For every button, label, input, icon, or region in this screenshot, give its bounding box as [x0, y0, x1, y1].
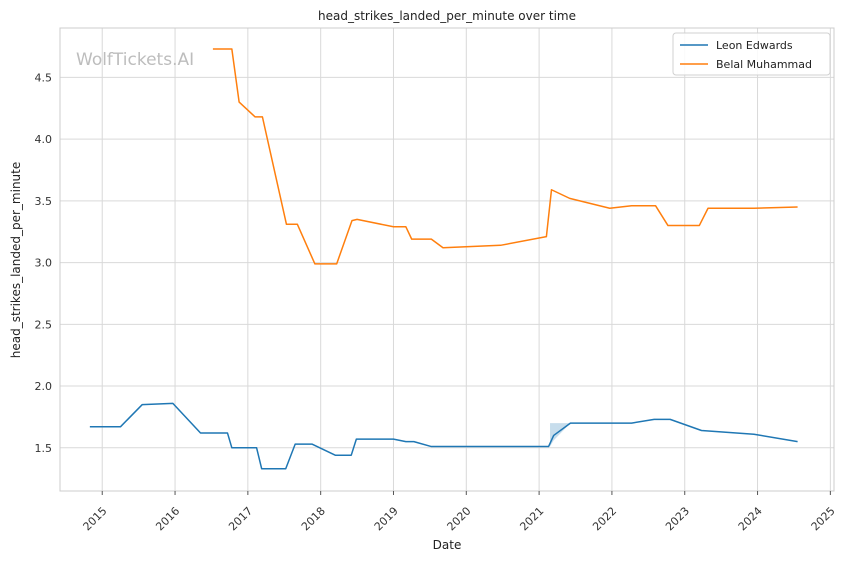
- y-axis-ticks: 1.5 2.0 2.5 3.0 3.5 4.0 4.5: [35, 71, 53, 454]
- plot-frame: [59, 27, 835, 492]
- legend-label-leon-edwards: Leon Edwards: [716, 39, 793, 52]
- y-tick-label-3-0: 3.0: [35, 257, 53, 270]
- legend: Leon Edwards Belal Muhammad: [672, 32, 831, 76]
- legend-label-belal-muhammad: Belal Muhammad: [716, 58, 812, 71]
- y-tick-label-2-5: 2.5: [35, 318, 53, 331]
- y-tick-label-1-5: 1.5: [35, 442, 53, 455]
- y-tick-label-3-5: 3.5: [35, 195, 53, 208]
- chart-title: head_strikes_landed_per_minute over time: [318, 9, 576, 23]
- series-line-belal-muhammad: [212, 48, 798, 265]
- y-tick-label-4-0: 4.0: [35, 133, 53, 146]
- grid: [60, 28, 834, 491]
- band-leon-edwards: [550, 423, 571, 447]
- x-axis-title: Date: [433, 538, 462, 552]
- series-lines: [89, 48, 798, 470]
- watermark: WolfTickets.AI: [76, 50, 194, 70]
- confidence-bands: [550, 423, 571, 447]
- y-tick-label-2-0: 2.0: [35, 380, 53, 393]
- legend-box: [672, 32, 831, 76]
- y-tick-label-4-5: 4.5: [35, 71, 53, 84]
- series-line-leon-edwards: [89, 402, 798, 470]
- y-axis-title: head_strikes_landed_per_minute: [9, 162, 23, 359]
